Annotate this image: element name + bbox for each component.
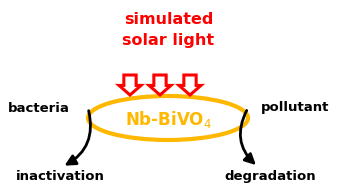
Text: simulated: simulated [124, 12, 213, 27]
Ellipse shape [88, 96, 248, 140]
Text: bacteria: bacteria [8, 101, 70, 115]
Text: pollutant: pollutant [261, 101, 329, 115]
Text: Nb-BiVO$_4$: Nb-BiVO$_4$ [125, 108, 212, 129]
Text: degradation: degradation [224, 170, 316, 183]
Text: inactivation: inactivation [16, 170, 104, 183]
Polygon shape [179, 75, 201, 95]
Polygon shape [119, 75, 141, 95]
Polygon shape [149, 75, 171, 95]
Text: solar light: solar light [122, 33, 215, 48]
